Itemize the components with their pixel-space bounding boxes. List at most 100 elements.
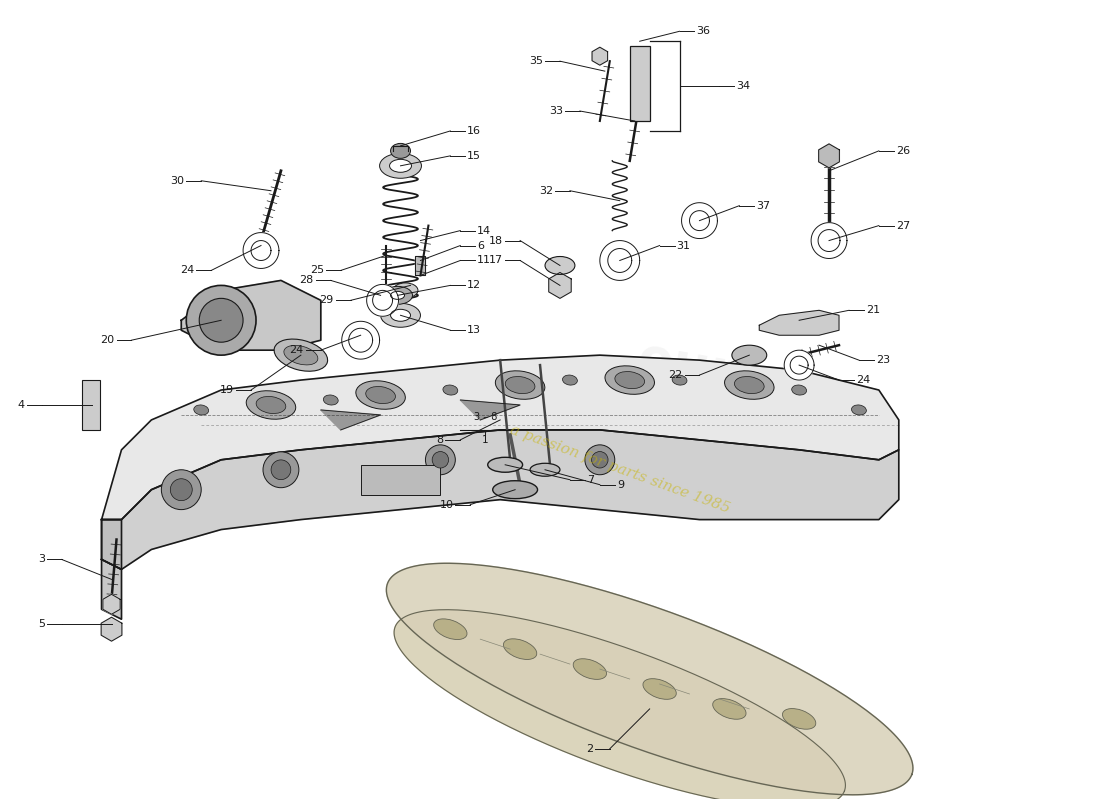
Ellipse shape <box>390 291 405 299</box>
Ellipse shape <box>393 283 418 298</box>
Text: 36: 36 <box>696 26 711 36</box>
Text: 27: 27 <box>895 221 910 230</box>
Text: 24: 24 <box>180 266 195 275</box>
Text: 6: 6 <box>477 241 484 250</box>
Text: 37: 37 <box>757 201 770 210</box>
Text: 13: 13 <box>468 326 482 335</box>
Text: 7: 7 <box>587 474 594 485</box>
Polygon shape <box>682 202 717 238</box>
Polygon shape <box>349 328 373 352</box>
Ellipse shape <box>365 386 395 403</box>
Polygon shape <box>818 230 840 251</box>
Ellipse shape <box>390 310 410 322</box>
Text: 32: 32 <box>539 186 553 196</box>
Ellipse shape <box>323 395 338 405</box>
Text: 1: 1 <box>482 435 488 445</box>
Text: 16: 16 <box>468 126 482 136</box>
Text: 31: 31 <box>676 241 691 250</box>
Text: 4: 4 <box>18 400 25 410</box>
Ellipse shape <box>383 286 412 304</box>
Text: euro
Parts: euro Parts <box>614 331 785 469</box>
Text: 35: 35 <box>529 56 543 66</box>
Text: 20: 20 <box>100 335 114 346</box>
Polygon shape <box>103 594 120 614</box>
Ellipse shape <box>246 390 296 419</box>
Ellipse shape <box>713 698 746 719</box>
Text: 12: 12 <box>468 280 482 290</box>
Polygon shape <box>101 559 121 619</box>
Ellipse shape <box>732 345 767 365</box>
Ellipse shape <box>735 377 764 394</box>
Text: 21: 21 <box>866 306 880 315</box>
Circle shape <box>263 452 299 488</box>
Circle shape <box>199 298 243 342</box>
Polygon shape <box>321 410 381 430</box>
Text: 10: 10 <box>439 500 453 510</box>
Ellipse shape <box>642 678 676 699</box>
Polygon shape <box>342 322 380 359</box>
Polygon shape <box>243 233 279 269</box>
Polygon shape <box>460 400 520 420</box>
Polygon shape <box>101 430 899 570</box>
Polygon shape <box>366 285 398 316</box>
Text: 19: 19 <box>220 385 234 395</box>
Ellipse shape <box>274 339 328 371</box>
Ellipse shape <box>194 405 209 415</box>
Polygon shape <box>759 310 839 335</box>
Ellipse shape <box>379 154 421 178</box>
Polygon shape <box>818 144 839 168</box>
Text: 9: 9 <box>617 480 624 490</box>
Ellipse shape <box>389 159 411 172</box>
Ellipse shape <box>792 385 806 395</box>
Ellipse shape <box>493 481 538 498</box>
Circle shape <box>432 451 449 468</box>
Polygon shape <box>394 610 846 800</box>
Polygon shape <box>386 563 913 795</box>
Text: a passion for parts since 1985: a passion for parts since 1985 <box>508 423 732 516</box>
Circle shape <box>271 460 290 480</box>
Circle shape <box>186 286 256 355</box>
FancyBboxPatch shape <box>361 465 440 494</box>
Ellipse shape <box>284 346 318 365</box>
Ellipse shape <box>256 397 286 414</box>
Text: 5: 5 <box>37 619 45 630</box>
FancyBboxPatch shape <box>81 380 100 430</box>
Text: 28: 28 <box>299 275 314 286</box>
Circle shape <box>426 445 455 474</box>
Ellipse shape <box>725 371 774 399</box>
Ellipse shape <box>355 381 405 410</box>
Ellipse shape <box>672 375 688 385</box>
Text: 24: 24 <box>289 345 304 355</box>
Polygon shape <box>608 249 631 273</box>
FancyBboxPatch shape <box>629 46 650 121</box>
Ellipse shape <box>782 709 816 730</box>
Circle shape <box>592 451 608 468</box>
Text: 24: 24 <box>856 375 870 385</box>
Text: 14: 14 <box>477 226 492 235</box>
Ellipse shape <box>390 143 410 158</box>
Ellipse shape <box>443 385 458 395</box>
Polygon shape <box>790 356 808 374</box>
Text: 29: 29 <box>319 295 333 306</box>
Polygon shape <box>101 618 122 641</box>
Text: 3: 3 <box>37 554 45 565</box>
Ellipse shape <box>562 375 578 385</box>
Circle shape <box>170 478 192 501</box>
Text: 17: 17 <box>490 255 503 266</box>
Polygon shape <box>373 290 393 310</box>
Ellipse shape <box>605 366 654 394</box>
Text: 30: 30 <box>170 176 185 186</box>
Polygon shape <box>101 519 121 570</box>
Text: 3 – 8: 3 – 8 <box>473 412 497 422</box>
Polygon shape <box>784 350 814 380</box>
Ellipse shape <box>381 303 420 327</box>
Polygon shape <box>549 273 571 298</box>
Text: 26: 26 <box>895 146 910 156</box>
Polygon shape <box>251 241 271 261</box>
Circle shape <box>162 470 201 510</box>
Polygon shape <box>600 241 640 281</box>
Ellipse shape <box>433 619 468 639</box>
Polygon shape <box>690 210 710 230</box>
Ellipse shape <box>505 377 535 394</box>
Text: 2: 2 <box>585 744 593 754</box>
